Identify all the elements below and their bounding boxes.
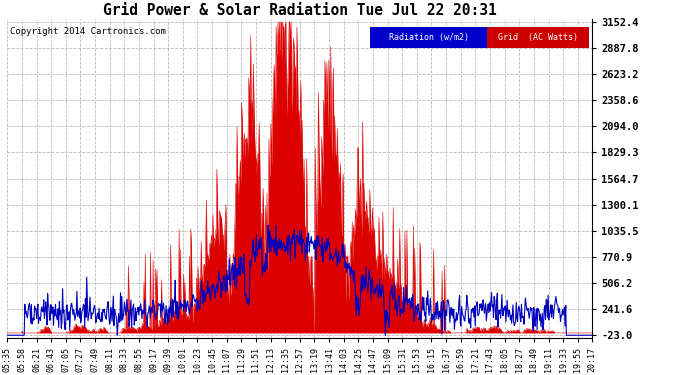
Text: Radiation (w/m2): Radiation (w/m2) [388,33,469,42]
Text: Copyright 2014 Cartronics.com: Copyright 2014 Cartronics.com [10,27,166,36]
Bar [487,27,589,48]
Text: Grid  (AC Watts): Grid (AC Watts) [498,33,578,42]
Title: Grid Power & Solar Radiation Tue Jul 22 20:31: Grid Power & Solar Radiation Tue Jul 22 … [103,3,497,18]
Bar [370,27,487,48]
